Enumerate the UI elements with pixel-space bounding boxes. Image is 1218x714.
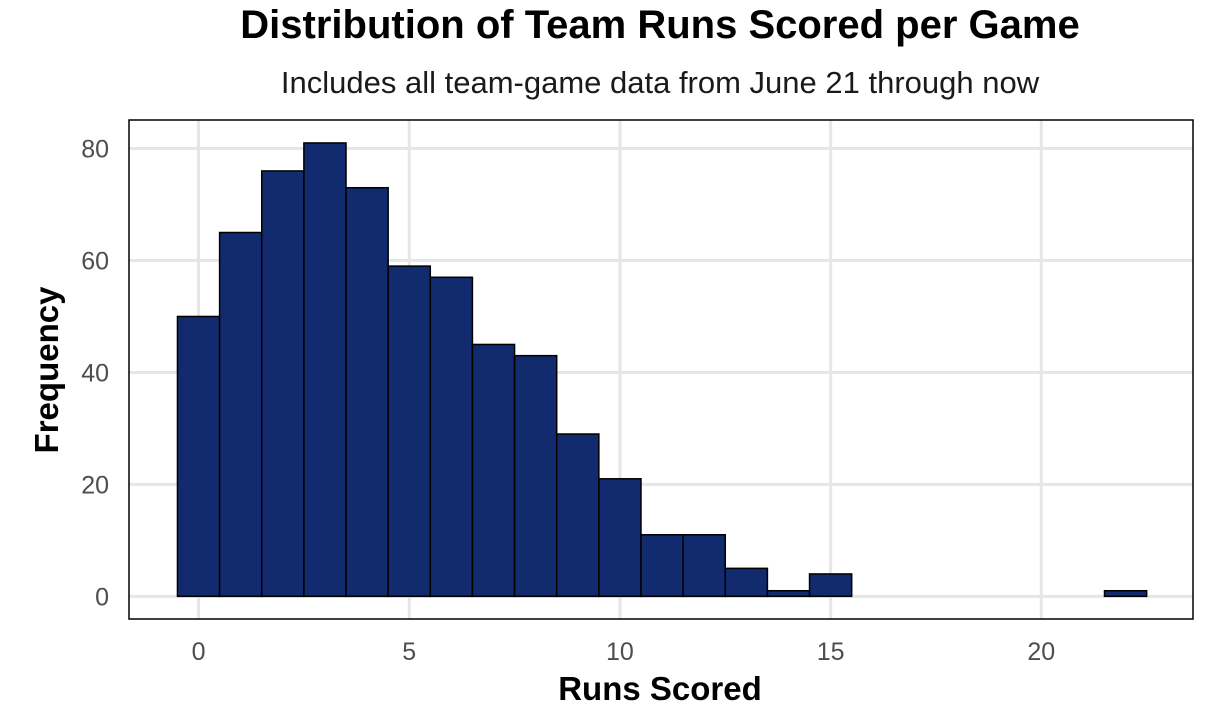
x-tick-label: 0 [192, 638, 206, 666]
bars [176, 142, 1148, 598]
plot-panel-border [128, 119, 1194, 620]
y-axis-title: Frequency [28, 286, 65, 454]
y-tick-label: 80 [81, 136, 109, 164]
histogram-bar [598, 478, 642, 598]
histogram-bar [808, 573, 853, 598]
histogram-bar [303, 142, 347, 598]
chart-title: Distribution of Team Runs Scored per Gam… [240, 3, 1079, 47]
histogram-bar [766, 589, 811, 598]
histogram-bar [260, 170, 305, 598]
chart-subtitle: Includes all team-game data from June 21… [281, 65, 1040, 100]
tick-labels: 0 5 10 15 20 0 20 40 60 80 [81, 136, 1055, 666]
histogram-bar [1103, 589, 1148, 598]
x-tick-label: 15 [817, 638, 845, 666]
histogram-bar [387, 265, 432, 598]
y-tick-label: 60 [81, 247, 109, 275]
histogram-bar [176, 315, 221, 598]
x-axis-title: Runs Scored [558, 670, 762, 707]
histogram-bar [555, 433, 600, 598]
histogram-bar [218, 231, 263, 598]
y-tick-label: 0 [95, 583, 109, 611]
x-tick-label: 5 [402, 638, 416, 666]
y-tick-label: 40 [81, 359, 109, 387]
histogram-bar [429, 276, 474, 598]
histogram-bar [345, 186, 389, 598]
x-tick-label: 20 [1027, 638, 1055, 666]
x-tick-label: 10 [606, 638, 634, 666]
histogram-bar [682, 534, 727, 598]
histogram-bar [471, 343, 516, 598]
y-tick-label: 20 [81, 471, 109, 499]
histogram-bar [640, 534, 684, 598]
histogram-bar [513, 354, 558, 598]
histogram-bar [724, 567, 769, 598]
